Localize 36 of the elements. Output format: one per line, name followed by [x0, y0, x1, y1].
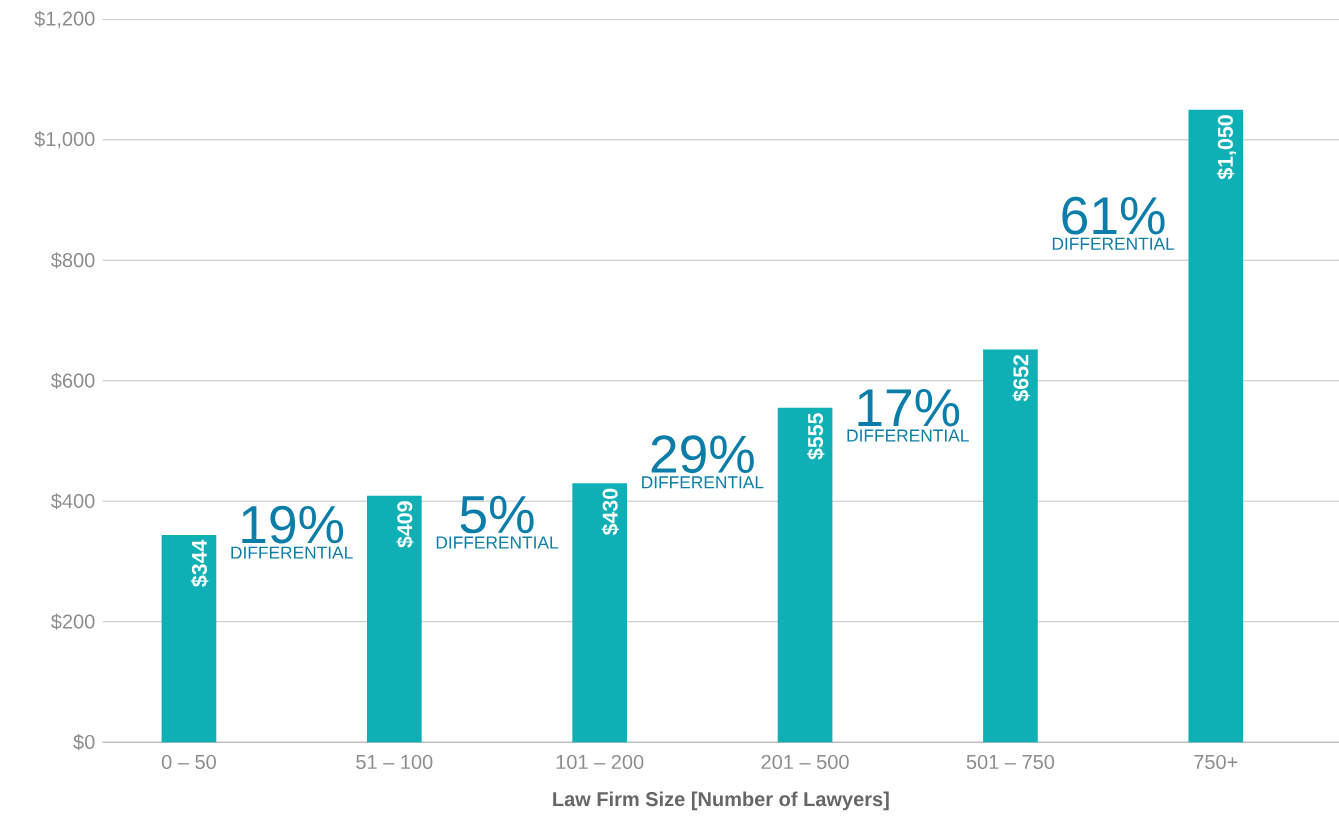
annotation: DIFFERENTIAL — [642, 476, 764, 489]
annotation: 19% — [242, 505, 344, 544]
y-tick-label: $1,200 — [34, 10, 95, 28]
annotation: DIFFERENTIAL — [1052, 237, 1175, 250]
y-tick-label: $0 — [73, 733, 95, 751]
bar — [983, 349, 1038, 743]
annotation: 61% — [1062, 196, 1165, 235]
bar — [366, 495, 422, 743]
annotation: 17% — [858, 388, 960, 427]
annotation: DIFFERENTIAL — [847, 429, 969, 442]
annotation: DIFFERENTIAL — [231, 546, 353, 559]
y-tick-label: $200 — [51, 613, 95, 630]
data-label: $652 — [1012, 354, 1030, 402]
bar — [1188, 109, 1244, 743]
annotation: DIFFERENTIAL — [436, 536, 559, 549]
x-tick-label: 101 – 200 — [556, 754, 644, 769]
y-tick-label: $800 — [51, 252, 95, 269]
data-label: $409 — [396, 501, 414, 548]
x-tick-label: 201 – 500 — [761, 754, 849, 769]
bar — [161, 534, 217, 743]
x-tick-label: 501 – 750 — [966, 754, 1055, 769]
y-tick-label: $1,000 — [34, 131, 95, 149]
x-tick-label: 0 – 50 — [161, 754, 216, 769]
bar — [777, 407, 833, 743]
data-label: $555 — [807, 413, 825, 460]
data-label: $344 — [190, 539, 209, 587]
y-tick-label: $400 — [51, 493, 95, 510]
bar — [572, 483, 628, 743]
data-label: $1,050 — [1216, 115, 1237, 180]
annotation: 5% — [460, 495, 534, 534]
x-axis-title: Law Firm Size [Number of Lawyers] — [553, 791, 889, 811]
x-tick-label: 51 – 100 — [356, 754, 433, 769]
annotation: 29% — [651, 435, 754, 474]
data-label: $430 — [601, 488, 620, 535]
y-tick-label: $600 — [51, 372, 95, 389]
x-tick-label: 750+ — [1194, 754, 1238, 769]
